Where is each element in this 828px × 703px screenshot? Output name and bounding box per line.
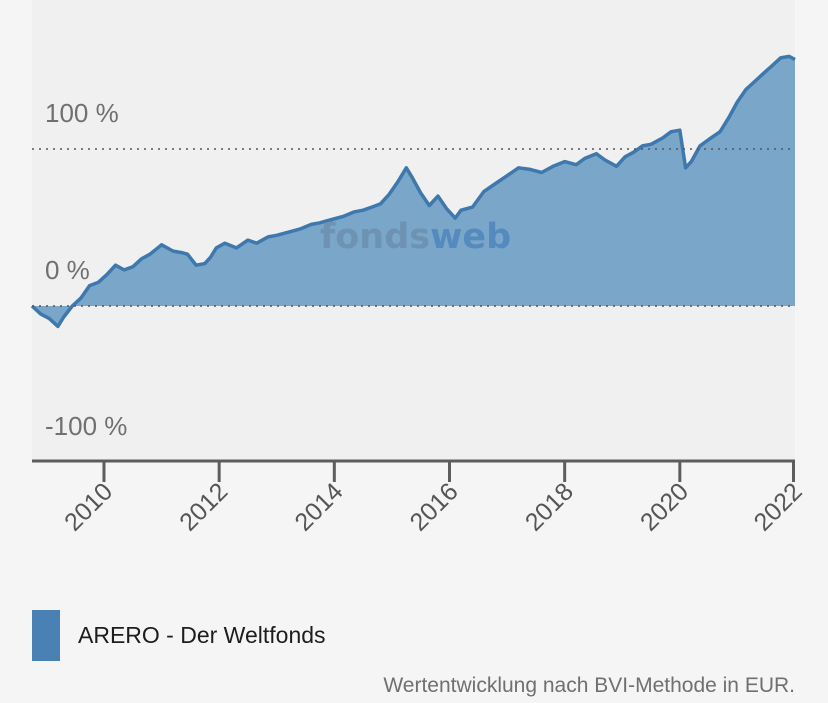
x-tick-label: 2016 [405,477,464,536]
watermark-logo: fondsweb [320,217,511,257]
watermark-part1: fonds [320,217,430,257]
legend-swatch [32,610,60,661]
chart-container: fondsweb 100 % 0 % -100 % 2010 2012 2014 2016 20… [30,54,808,537]
y-tick-label: -100 % [45,411,127,441]
watermark-part2: web [430,217,511,257]
performance-chart: fondsweb 100 % 0 % -100 % 2010 2012 2014 2016 20… [30,54,808,537]
x-tick-label: 2022 [749,477,808,536]
series-area [32,56,795,327]
legend-label: ARERO - Der Weltfonds [78,622,326,648]
x-tick-label: 2012 [174,477,233,536]
x-tick-label: 2018 [520,477,579,536]
source-note: Wertentwicklung nach BVI-Methode in EUR. [383,674,795,697]
x-tick-label: 2010 [59,477,118,536]
x-tick-label: 2020 [635,477,694,536]
series-line [30,54,796,329]
y-tick-label: 0 % [45,255,90,285]
legend: ARERO - Der Weltfonds [32,610,326,661]
x-tick-label: 2014 [289,477,348,536]
y-tick-label: 100 % [45,98,119,128]
